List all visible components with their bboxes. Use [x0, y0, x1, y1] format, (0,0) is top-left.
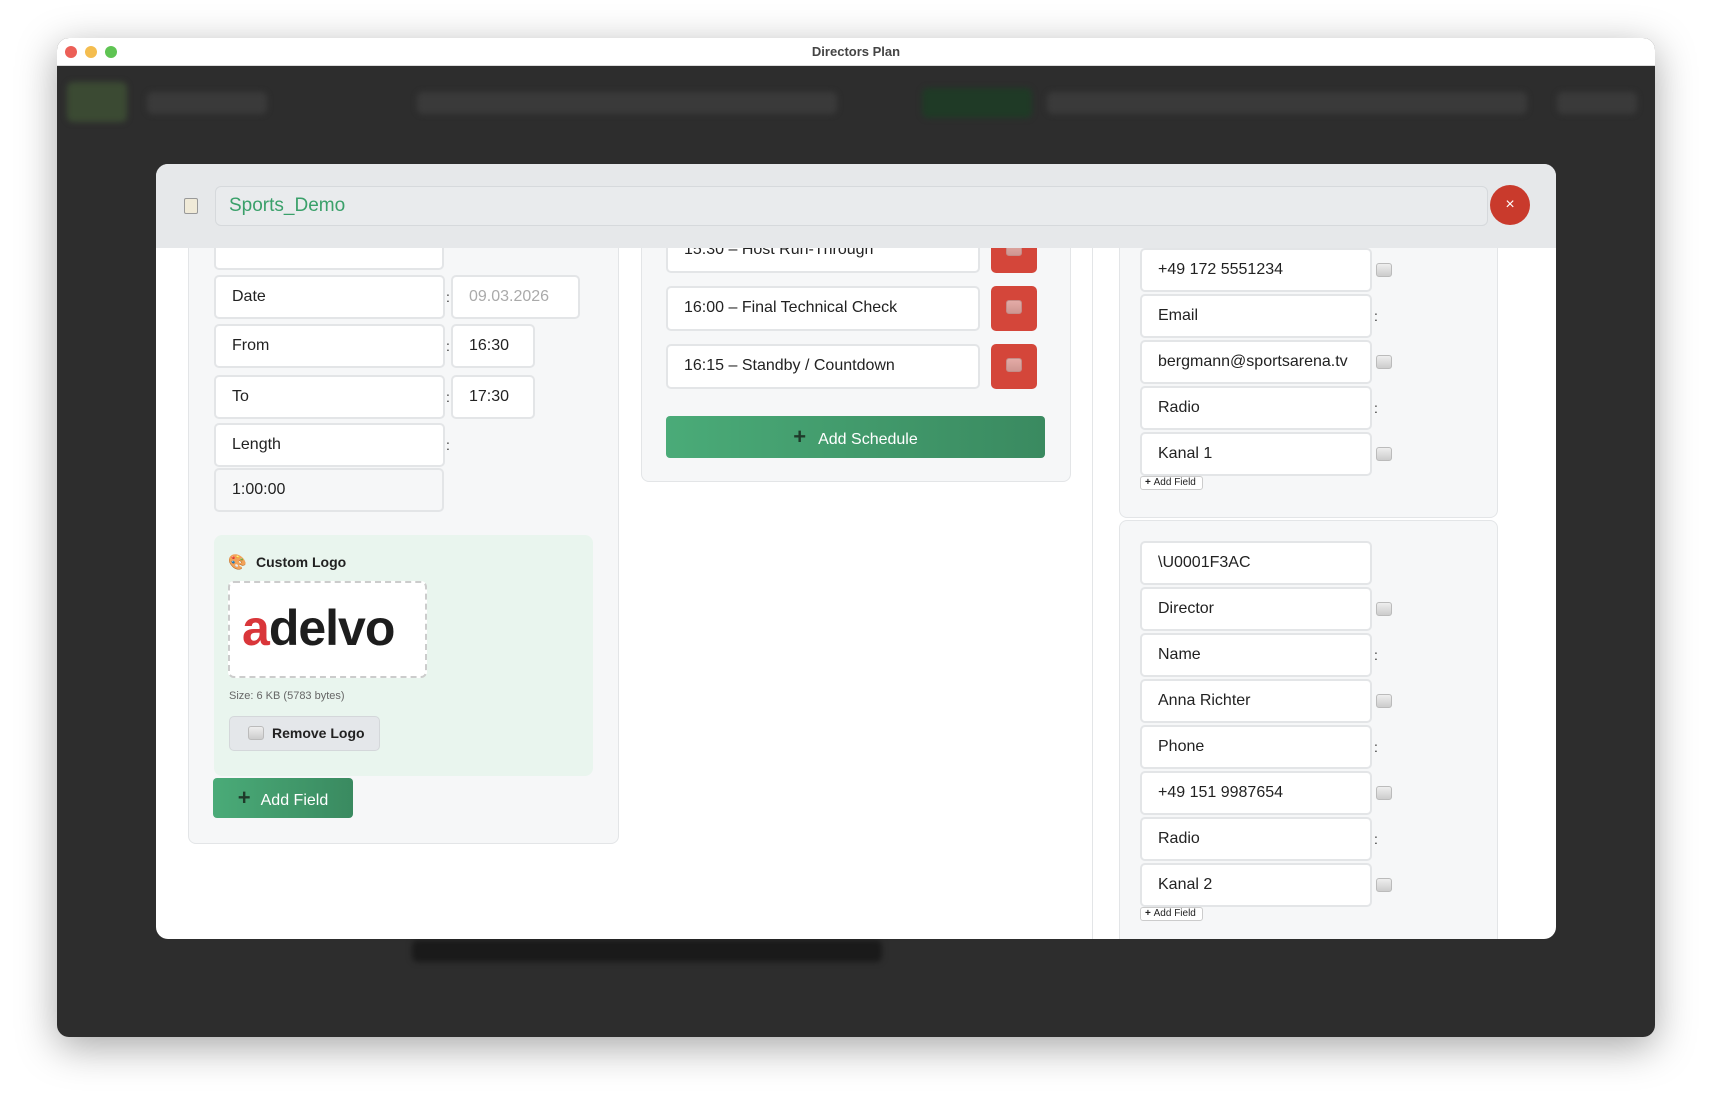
- colon-separator: :: [446, 389, 450, 405]
- add-field-button[interactable]: + Add Field: [213, 778, 353, 818]
- contact-role-icon-input[interactable]: \U0001F3AC: [1140, 541, 1372, 585]
- colon-separator: :: [446, 289, 450, 305]
- plus-icon: +: [1145, 477, 1154, 488]
- blurred-toolbar: [1557, 92, 1637, 114]
- colon-separator: :: [446, 338, 450, 354]
- add-field-label: Add Field: [260, 792, 329, 809]
- title-bar: Directors Plan: [57, 38, 1655, 66]
- contact-field-label-input[interactable]: Email: [1140, 294, 1372, 338]
- contact-field-value-input[interactable]: Director: [1140, 587, 1372, 631]
- contact-field-value-input[interactable]: bergmann@sportsarena.tv: [1140, 340, 1372, 384]
- add-field-label: Add Field: [1153, 477, 1196, 488]
- close-window-button[interactable]: [65, 46, 77, 58]
- field-value-input[interactable]: 09.03.2026: [451, 275, 580, 319]
- delete-schedule-button[interactable]: [991, 286, 1037, 331]
- colon-separator: :: [1374, 831, 1378, 847]
- field-label-input[interactable]: From: [214, 324, 445, 368]
- field-value-input[interactable]: 16:30: [451, 324, 535, 368]
- schedule-item-input[interactable]: 16:00 – Final Technical Check: [666, 286, 980, 331]
- contact-field-value-input[interactable]: Kanal 1: [1140, 432, 1372, 476]
- colon-separator: :: [1374, 308, 1378, 324]
- minimize-window-button[interactable]: [85, 46, 97, 58]
- add-schedule-label: Add Schedule: [818, 431, 918, 448]
- maximize-window-button[interactable]: [105, 46, 117, 58]
- contact-field-value-input[interactable]: Kanal 2: [1140, 863, 1372, 907]
- add-contact-field-button[interactable]: + Add Field: [1140, 476, 1203, 490]
- delete-field-icon[interactable]: [1376, 602, 1392, 616]
- contact-field-label-input[interactable]: Name: [1140, 633, 1372, 677]
- blurred-toolbar: [1047, 92, 1527, 114]
- window-title: Directors Plan: [811, 44, 901, 59]
- contact-field-value-input[interactable]: Anna Richter: [1140, 679, 1372, 723]
- contact-field-label-input[interactable]: Phone: [1140, 725, 1372, 769]
- colon-separator: :: [1374, 400, 1378, 416]
- adelvo-logo: adelvo: [242, 600, 395, 656]
- field-value-input[interactable]: 17:30: [451, 375, 535, 419]
- plan-editor-modal: Sports_Demo × FINAL 1:00:00 🎨 Custom Log…: [156, 164, 1556, 939]
- blurred-toolbar: [147, 92, 267, 114]
- blurred-footer: [412, 940, 882, 962]
- contact-field-label-input[interactable]: Radio: [1140, 386, 1372, 430]
- length-value-field: 1:00:00: [214, 468, 444, 512]
- trash-icon: [248, 726, 264, 740]
- custom-logo-panel: 🎨 Custom Logo adelvo Size: 6 KB (5783 by…: [214, 535, 593, 776]
- schedule-item-input[interactable]: 16:15 – Standby / Countdown: [666, 344, 980, 389]
- blurred-app-logo: [67, 82, 127, 122]
- column-divider: [1092, 248, 1093, 939]
- contact-field-value-input[interactable]: +49 172 5551234: [1140, 248, 1372, 292]
- field-label-input[interactable]: To: [214, 375, 445, 419]
- delete-field-icon[interactable]: [1376, 694, 1392, 708]
- remove-logo-button[interactable]: Remove Logo: [229, 716, 380, 751]
- field-label-input[interactable]: Length: [214, 423, 445, 467]
- field-label-input[interactable]: Date: [214, 275, 445, 319]
- custom-logo-heading: Custom Logo: [256, 554, 347, 570]
- add-field-label: Add Field: [1153, 908, 1196, 919]
- contact-field-value-input[interactable]: +49 151 9987654: [1140, 771, 1372, 815]
- trash-icon: [1006, 300, 1022, 314]
- logo-preview: adelvo: [228, 581, 427, 678]
- clipboard-icon: [184, 198, 198, 214]
- contact-field-label-input[interactable]: Radio: [1140, 817, 1372, 861]
- plus-icon: +: [1145, 908, 1154, 919]
- delete-field-icon[interactable]: [1376, 786, 1392, 800]
- trash-icon: [1006, 358, 1022, 372]
- logo-size-text: Size: 6 KB (5783 bytes): [229, 690, 345, 702]
- plus-icon: +: [793, 424, 807, 449]
- plus-icon: +: [237, 785, 251, 810]
- delete-field-icon[interactable]: [1376, 878, 1392, 892]
- colon-separator: :: [1374, 647, 1378, 663]
- delete-schedule-button[interactable]: [991, 344, 1037, 389]
- remove-logo-label: Remove Logo: [272, 725, 365, 741]
- blurred-toolbar: [417, 92, 837, 114]
- plan-title-input[interactable]: Sports_Demo: [215, 186, 1488, 226]
- colon-separator: :: [446, 437, 450, 453]
- add-contact-field-button[interactable]: + Add Field: [1140, 907, 1203, 921]
- delete-field-icon[interactable]: [1376, 447, 1392, 461]
- close-modal-button[interactable]: ×: [1490, 185, 1530, 225]
- delete-field-icon[interactable]: [1376, 263, 1392, 277]
- colon-separator: :: [1374, 739, 1378, 755]
- blurred-toolbar: [922, 88, 1032, 118]
- modal-header: Sports_Demo ×: [156, 164, 1556, 248]
- delete-field-icon[interactable]: [1376, 355, 1392, 369]
- add-schedule-button[interactable]: + Add Schedule: [666, 416, 1045, 458]
- palette-icon: 🎨: [228, 554, 247, 571]
